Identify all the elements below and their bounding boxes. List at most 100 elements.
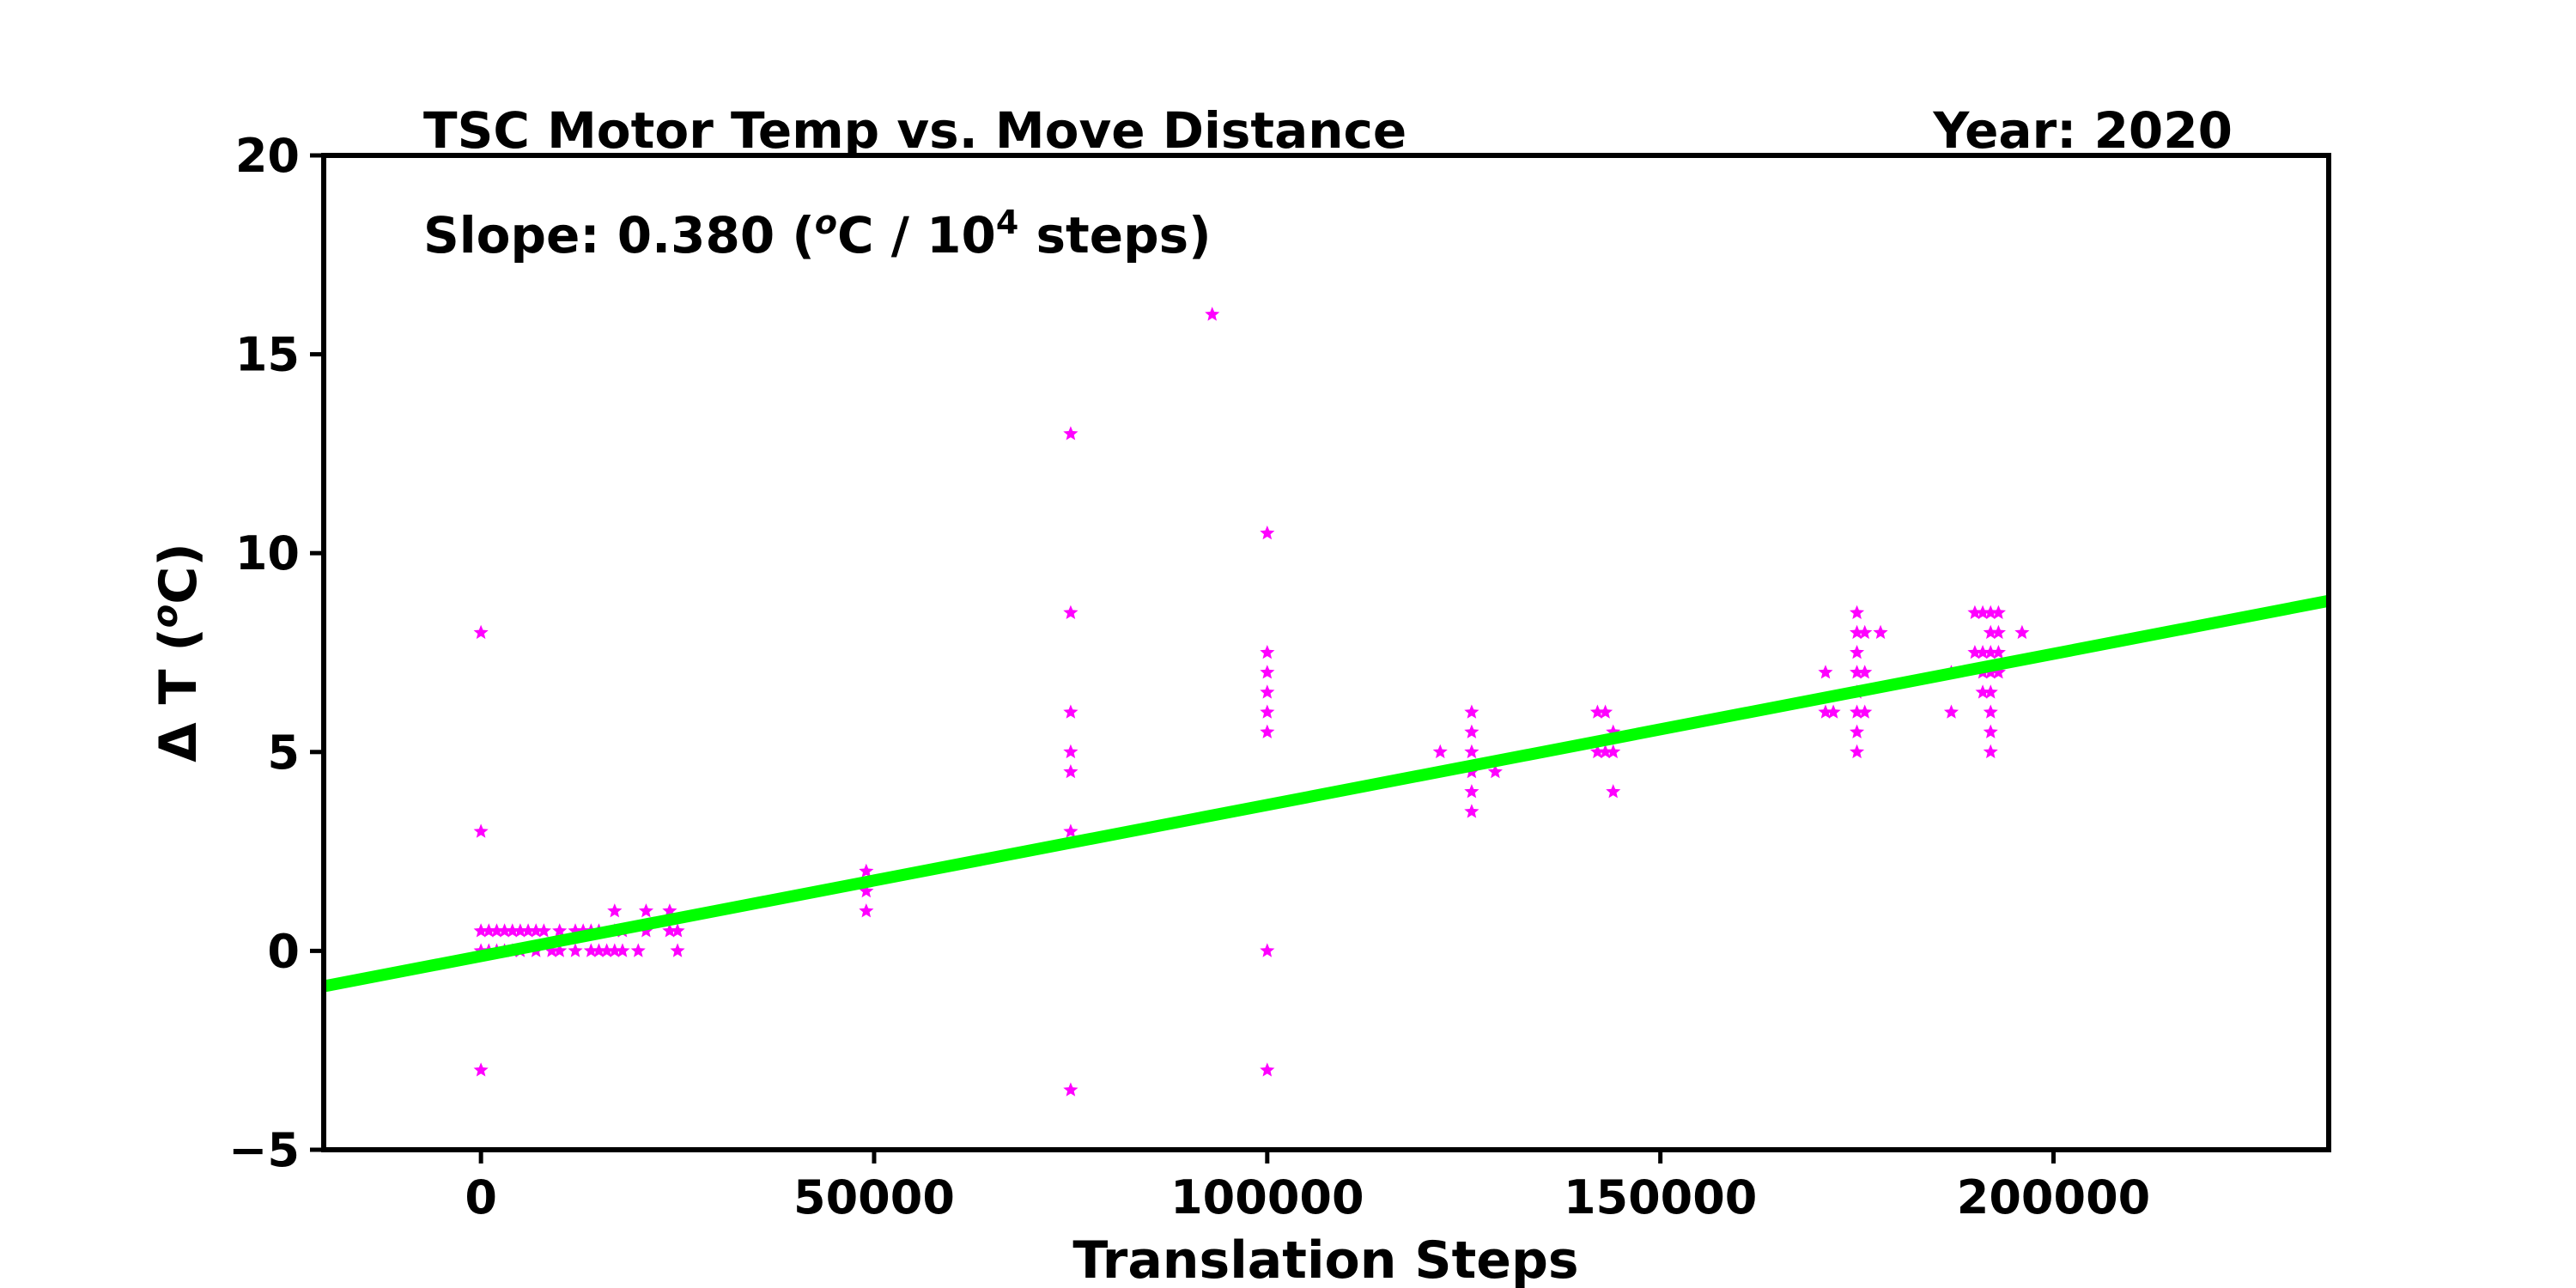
- data-point: [1063, 764, 1078, 779]
- data-point: [1260, 645, 1275, 659]
- data-point: [2014, 624, 2030, 640]
- data-point: [1487, 764, 1503, 779]
- data-point: [630, 943, 646, 957]
- data-point: [568, 943, 583, 957]
- data-point: [638, 903, 653, 918]
- data-point: [473, 923, 489, 938]
- y-tick-label: −5: [228, 1123, 300, 1177]
- data-point: [1850, 704, 1865, 719]
- data-point: [1857, 665, 1873, 679]
- data-point: [583, 943, 598, 957]
- y-tick-label: 15: [235, 328, 300, 382]
- data-point: [552, 943, 568, 957]
- data-point: [1826, 704, 1841, 719]
- data-point: [1873, 624, 1888, 640]
- data-point: [1983, 624, 1998, 640]
- slope-unit-middle: C / 10: [837, 206, 996, 264]
- data-point: [1606, 784, 1621, 799]
- data-point: [528, 923, 544, 938]
- data-point: [1063, 426, 1078, 440]
- slope-degree-superscript: o: [815, 204, 837, 241]
- data-point: [670, 923, 685, 938]
- data-point: [1983, 704, 1998, 719]
- x-tick-label: 200000: [1957, 1170, 2150, 1224]
- data-point: [1975, 605, 1990, 619]
- slope-unit-suffix: steps): [1018, 206, 1211, 264]
- data-point: [1432, 744, 1448, 759]
- data-point: [859, 863, 874, 878]
- data-point: [1598, 704, 1613, 719]
- data-point: [505, 923, 520, 938]
- y-tick-label: 0: [267, 924, 300, 978]
- data-point: [1260, 704, 1275, 719]
- year-label: Year: 2020: [1932, 101, 2233, 160]
- data-point: [1975, 645, 1990, 659]
- data-point: [859, 883, 874, 898]
- data-point: [1990, 645, 2006, 659]
- data-point: [473, 823, 489, 838]
- data-point: [670, 943, 685, 957]
- data-point: [1598, 744, 1613, 759]
- y-tick-label: 10: [235, 526, 300, 580]
- data-point: [1205, 307, 1220, 321]
- data-point: [1850, 665, 1865, 679]
- data-point: [1983, 744, 1998, 759]
- data-point: [544, 943, 560, 957]
- x-tick-label: 0: [465, 1170, 497, 1224]
- data-point: [1063, 744, 1078, 759]
- data-point: [489, 923, 504, 938]
- data-point: [1975, 684, 1990, 699]
- data-point: [1063, 605, 1078, 619]
- x-tick-label: 100000: [1170, 1170, 1364, 1224]
- data-point: [1464, 704, 1479, 719]
- data-point: [497, 923, 513, 938]
- y-tick-label: 5: [267, 726, 300, 780]
- data-point: [607, 903, 623, 918]
- plot-frame: [321, 153, 2331, 1152]
- data-point: [1990, 624, 2006, 640]
- x-axis-label: Translation Steps: [1072, 1230, 1578, 1288]
- data-point: [1464, 744, 1479, 759]
- data-point: [1857, 704, 1873, 719]
- data-point: [1589, 744, 1605, 759]
- data-point: [1967, 605, 1983, 619]
- data-point: [481, 923, 496, 938]
- slope-annotation: Slope: 0.380 (oC / 104 steps): [423, 204, 1212, 264]
- data-point: [473, 624, 489, 640]
- data-point: [1850, 605, 1865, 619]
- data-point: [1589, 704, 1605, 719]
- y-axis-label: Δ T (oC): [146, 543, 209, 762]
- data-point: [1983, 684, 1998, 699]
- slope-prefix: Slope: 0.380 (: [423, 206, 815, 264]
- y-axis-ticks: −5 0 5 10 15 20: [228, 129, 324, 1177]
- data-point: [1063, 704, 1078, 719]
- data-point: [1260, 526, 1275, 540]
- data-point: [1818, 704, 1833, 719]
- data-point: [1464, 804, 1479, 818]
- data-point: [513, 923, 528, 938]
- data-point: [1850, 724, 1865, 738]
- y-tick-label: 20: [235, 129, 300, 183]
- data-point: [615, 943, 630, 957]
- data-point: [1606, 744, 1621, 759]
- data-point: [1260, 1062, 1275, 1077]
- data-point: [473, 1062, 489, 1077]
- y-label-degree-superscript: o: [146, 605, 185, 628]
- data-point: [662, 923, 677, 938]
- data-point: [536, 923, 551, 938]
- fit-line-layer: [322, 594, 2330, 993]
- data-point: [662, 903, 677, 918]
- y-label-prefix: Δ T (: [149, 628, 209, 762]
- x-tick-label: 150000: [1564, 1170, 1757, 1224]
- data-point: [1464, 724, 1479, 738]
- data-point: [1990, 605, 2006, 619]
- data-point: [1260, 665, 1275, 679]
- data-point: [520, 923, 536, 938]
- data-point: [1990, 665, 2006, 679]
- data-point: [552, 923, 568, 938]
- data-point: [1850, 645, 1865, 659]
- data-point: [607, 943, 623, 957]
- data-point: [1850, 624, 1865, 640]
- fit-line: [322, 594, 2330, 993]
